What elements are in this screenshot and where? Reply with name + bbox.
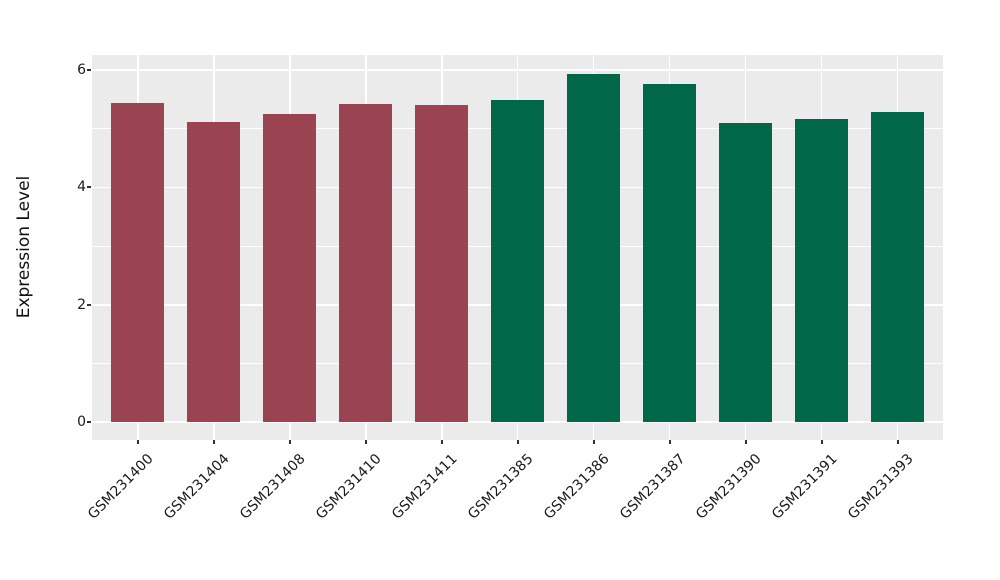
y-tick-label: 2 (77, 296, 86, 313)
x-tick-label: GSM231393 (746, 448, 917, 523)
bar-GSM231400 (111, 103, 165, 422)
x-tick-mark (288, 440, 291, 444)
bar-GSM231411 (415, 105, 469, 422)
x-tick-mark (212, 440, 215, 444)
x-tick-mark (592, 440, 595, 444)
bar-GSM231391 (795, 119, 849, 422)
x-tick-mark (744, 440, 747, 444)
x-tick-mark (820, 440, 823, 444)
bar-GSM231410 (339, 104, 393, 422)
y-tick-mark (87, 186, 91, 189)
y-tick-label: 4 (77, 179, 86, 196)
y-tick-mark (87, 303, 91, 306)
bar-GSM231390 (719, 122, 773, 422)
y-tick-label: 6 (77, 62, 86, 79)
x-tick-mark (136, 440, 139, 444)
bar-GSM231393 (871, 111, 924, 422)
y-tick-mark (87, 421, 91, 423)
x-tick-mark (364, 440, 367, 444)
x-tick-label-text: GSM231393 (845, 451, 917, 523)
bar-GSM231404 (187, 121, 241, 422)
bar-GSM231385 (491, 100, 545, 422)
y-tick-mark (87, 69, 91, 72)
x-tick-mark (516, 440, 519, 444)
bar-GSM231387 (643, 84, 697, 422)
x-tick-mark (896, 440, 899, 444)
x-tick-mark (668, 440, 671, 444)
y-axis-title: Expression Level (14, 175, 34, 319)
bar-GSM231408 (263, 113, 317, 422)
y-tick-label: 0 (77, 414, 86, 430)
gridline-major (92, 69, 943, 72)
plot-panel (92, 55, 943, 440)
x-tick-mark (440, 440, 443, 444)
bar-GSM231386 (567, 73, 621, 422)
gridline-major (92, 421, 943, 423)
